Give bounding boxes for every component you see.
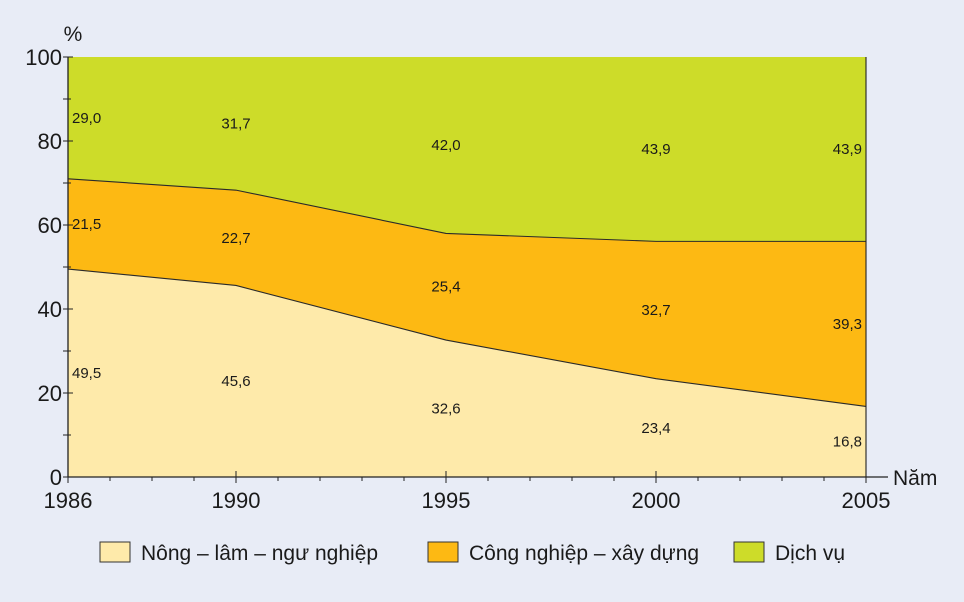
y-tick-label: 40 [38,297,62,322]
legend-item: Công nghiệp – xây dựng [427,541,699,565]
data-label: 43,9 [641,141,670,158]
area-series-3 [68,57,866,242]
data-label: 16,8 [833,434,862,451]
area-series-1 [68,269,866,477]
legend-swatch [427,541,459,563]
legend-swatch [99,541,131,563]
y-tick-label: 60 [38,213,62,238]
data-label: 21,5 [72,216,101,233]
legend-label: Công nghiệp – xây dựng [469,542,699,565]
legend-swatch [733,541,765,563]
x-tick-label: 1995 [422,488,471,513]
x-axis-unit: Năm [893,467,937,490]
data-label: 31,7 [221,116,250,133]
data-label: 29,0 [72,110,101,127]
legend: Nông – lâm – ngư nghiệp Công nghiệp – xây… [99,541,845,565]
boundary-line-1 [67,268,867,407]
data-label: 32,6 [431,401,460,418]
y-tick-label: 100 [25,45,62,70]
axes: 0 20 40 60 80 100 1986 1990 1995 2000 2005 [25,45,890,513]
series-boundary-lines [67,178,867,407]
y-axis-unit: % [64,23,83,46]
x-tick-label: 2005 [842,488,891,513]
legend-item: Nông – lâm – ngư nghiệp [99,541,378,565]
data-label: 22,7 [221,230,250,247]
area-series-2 [68,178,866,407]
data-label: 43,9 [833,141,862,158]
data-label: 23,4 [641,420,670,437]
x-tick-label: 2000 [632,488,681,513]
y-tick-label: 20 [38,381,62,406]
legend-label: Dịch vụ [775,542,845,565]
y-tick-label: 0 [50,465,62,490]
data-label: 25,4 [431,279,460,296]
data-label: 45,6 [221,373,250,390]
y-tick-label: 80 [38,129,62,154]
x-tick-label: 1990 [212,488,261,513]
legend-label: Nông – lâm – ngư nghiệp [141,542,378,565]
boundary-line-2 [67,178,866,242]
area-layers [68,57,866,477]
data-label: 42,0 [431,137,460,154]
legend-item: Dịch vụ [733,541,845,565]
data-label: 32,7 [641,302,670,319]
data-labels: 49,5 45,6 32,6 23,4 16,8 21,5 22,7 25,4 32,7 39,3… [72,110,862,451]
x-tick-label: 1986 [44,488,93,513]
data-label: 39,3 [833,316,862,333]
data-label: 49,5 [72,365,101,382]
